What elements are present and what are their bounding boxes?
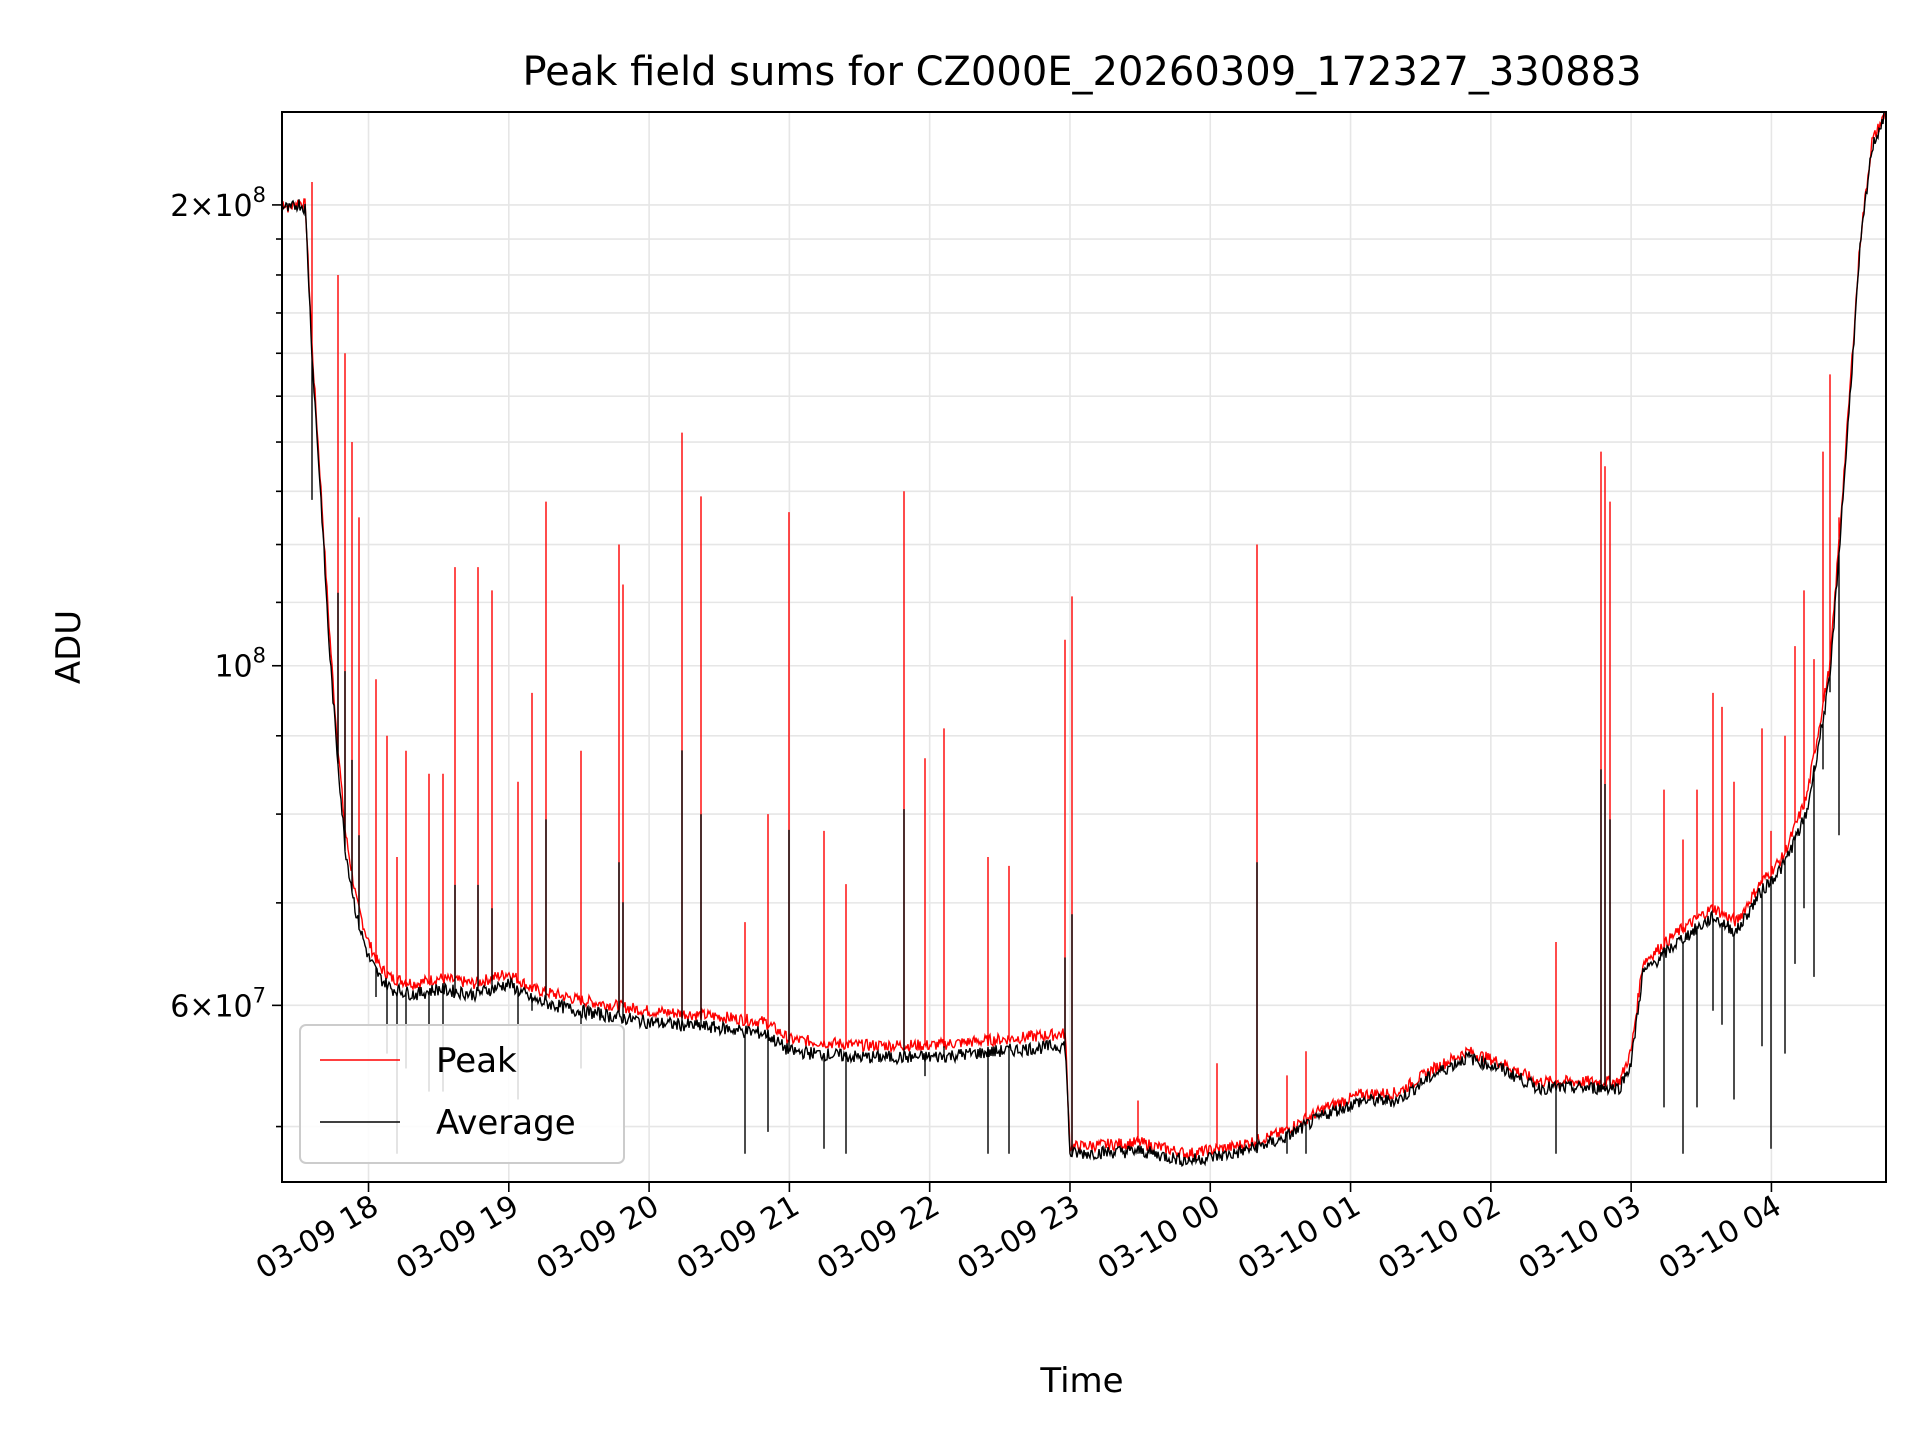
series-line-average: [282, 112, 1886, 1168]
y-tick-label: 6×107: [170, 983, 266, 1024]
series-line-peak: [282, 112, 1886, 1161]
y-axis-label: ADU: [49, 610, 89, 684]
chart-title: Peak field sums for CZ000E_20260309_1723…: [522, 49, 1641, 95]
plot-frame: [281, 111, 1887, 1183]
y-axis: 6×107 108 2×108: [170, 183, 282, 1128]
x-axis-label: Time: [1039, 1361, 1123, 1401]
legend: Peak Average: [299, 1024, 625, 1164]
legend-label-average: Average: [436, 1103, 576, 1143]
plot-lines: [282, 112, 1886, 1168]
legend-label-peak: Peak: [436, 1041, 517, 1081]
y-tick-label: 108: [214, 644, 266, 685]
y-tick-label: 2×108: [170, 183, 266, 224]
